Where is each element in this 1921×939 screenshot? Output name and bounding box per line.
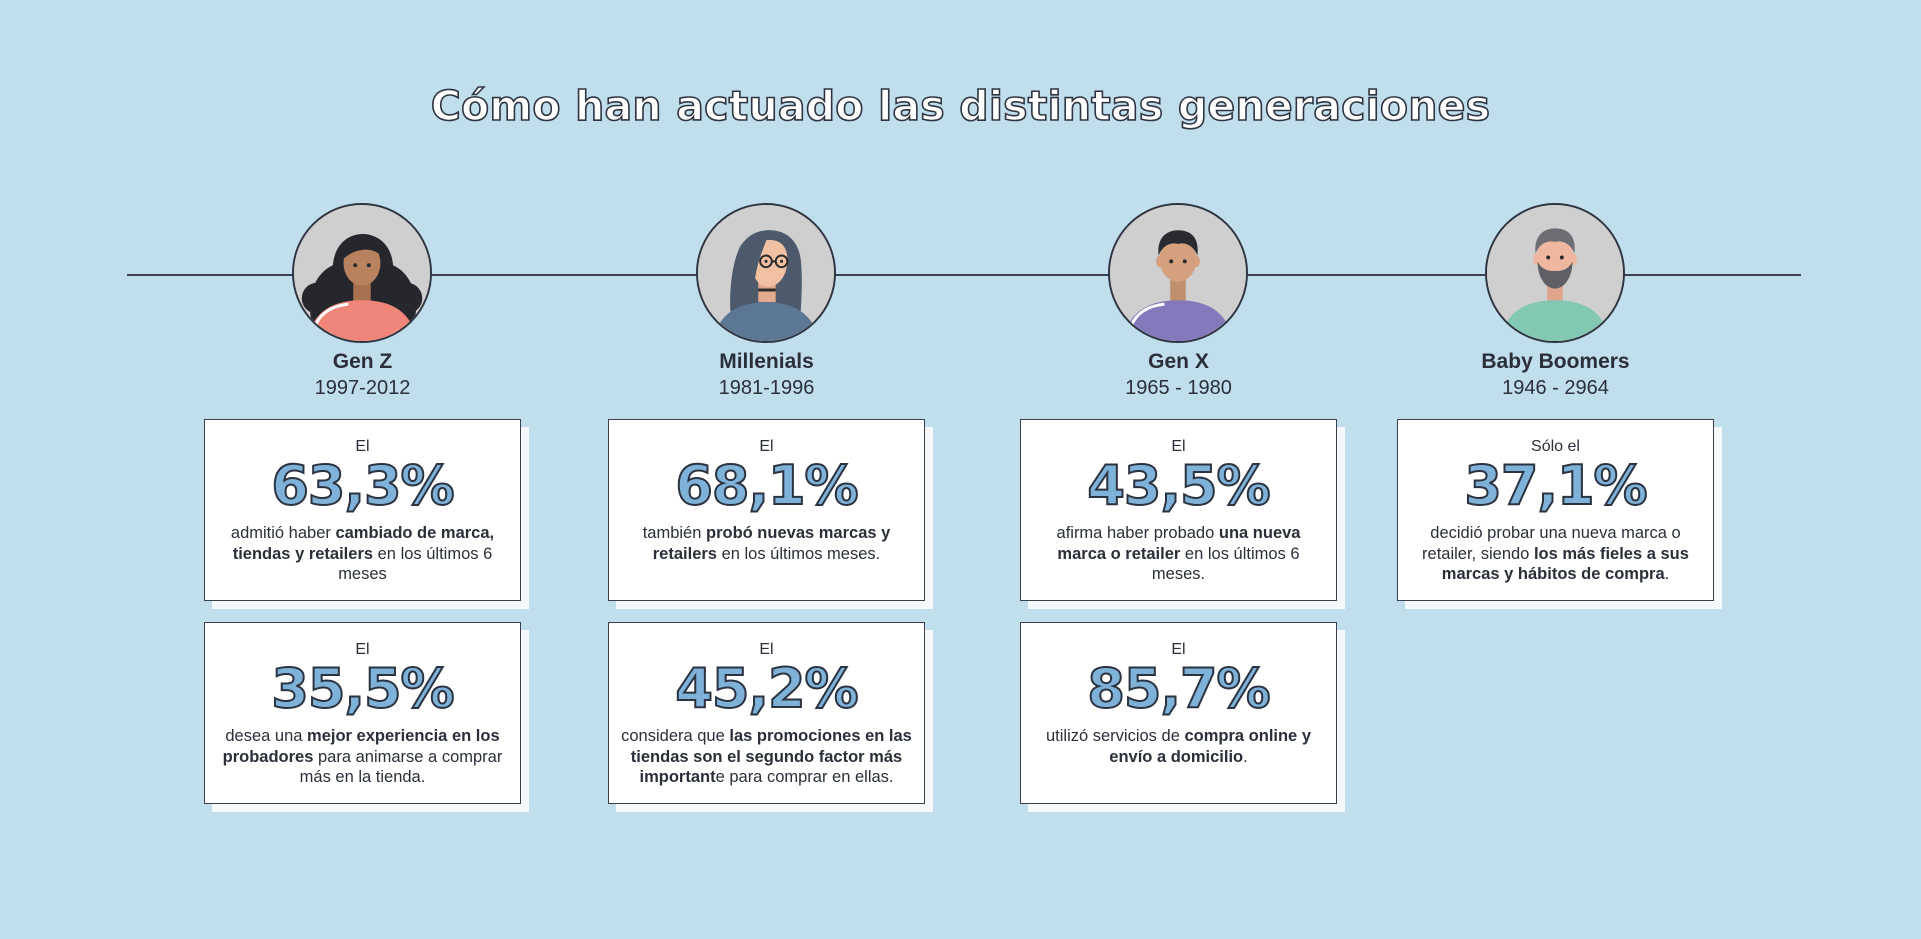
stat-description: afirma haber probado una nueva marca o r… [1056, 524, 1301, 583]
stat-card: El 35,5% desea una mejor experiencia en … [204, 622, 521, 804]
generation-name: Gen Z [332, 350, 393, 373]
generation-years: 1946 - 2964 [1502, 377, 1609, 399]
generation-years: 1997-2012 [314, 377, 411, 399]
stat-description: decidió probar una nueva marca o retaile… [1422, 524, 1689, 583]
stat-percent: 45,2% [674, 656, 859, 721]
generation-name: Millenials [719, 350, 814, 373]
man-short-hair-avatar-icon [1108, 203, 1248, 343]
page-title: Cómo han actuado las distintas generacio… [430, 81, 1491, 131]
stat-percent: 35,5% [270, 656, 455, 721]
stat-description: desea una mejor experiencia en los proba… [222, 727, 503, 786]
stat-card: El 45,2% considera que las promociones e… [608, 622, 925, 804]
stat-card: El 68,1% también probó nuevas marcas y r… [608, 419, 925, 601]
generation-years: 1965 - 1980 [1125, 377, 1232, 399]
man-beard-gray-hair-avatar-icon [1485, 203, 1625, 343]
generation-years: 1981-1996 [718, 377, 815, 399]
stat-description: utilizó servicios de compra online y env… [1045, 727, 1311, 766]
stat-card: El 85,7% utilizó servicios de compra onl… [1020, 622, 1337, 804]
stat-card: El 63,3% admitió haber cambiado de marca… [204, 419, 521, 601]
stat-prefix: El [1171, 438, 1186, 455]
generation-name: Baby Boomers [1481, 350, 1630, 373]
stat-prefix: El [355, 438, 370, 455]
stat-percent: 43,5% [1086, 453, 1271, 518]
stat-card: Sólo el 37,1% decidió probar una nueva m… [1397, 419, 1714, 601]
stat-percent: 68,1% [674, 453, 859, 518]
stat-prefix: El [759, 641, 774, 658]
stat-percent: 85,7% [1086, 656, 1271, 721]
generation-name: Gen X [1148, 350, 1209, 373]
timeline-line [127, 274, 1801, 276]
stat-prefix: El [759, 438, 774, 455]
stat-prefix: Sólo el [1531, 438, 1580, 455]
stat-prefix: El [355, 641, 370, 658]
woman-long-hair-glasses-avatar-icon [696, 203, 836, 343]
stat-description: también probó nuevas marcas y retailers … [642, 524, 891, 563]
stat-percent: 63,3% [270, 453, 455, 518]
stat-prefix: El [1171, 641, 1186, 658]
stat-percent: 37,1% [1463, 453, 1648, 518]
stat-card: El 43,5% afirma haber probado una nueva … [1020, 419, 1337, 601]
woman-curly-hair-avatar-icon [292, 203, 432, 343]
stat-description: admitió haber cambiado de marca, tiendas… [230, 524, 495, 583]
stat-description: considera que las promociones en las tie… [621, 727, 912, 786]
